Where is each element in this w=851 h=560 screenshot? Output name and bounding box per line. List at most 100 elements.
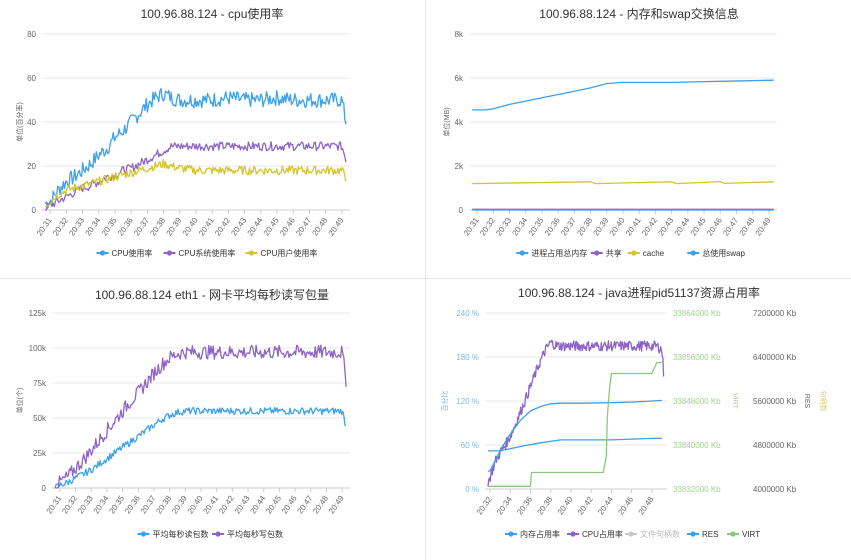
x-tick-label: 20:45 — [264, 494, 283, 516]
x-tick-label: 20:46 — [705, 216, 724, 238]
legend-icon-4-marker — [730, 531, 736, 537]
java-process-panel: 100.96.88.124 - java进程pid51137资源占用率 0 % 60… — [427, 281, 851, 559]
x-tick-label: 20:34 — [495, 495, 514, 517]
cpu-usage-chart: 100.96.88.124 - cpu使用率02040608020:3120:3… — [15, 6, 350, 258]
virt-y-tick-label: 33832000 Kb — [673, 485, 721, 494]
legend: CPU使用率 CPU系统使用率 CPU用户使用率 — [96, 248, 318, 258]
y-axis-title: 单位(MB) — [442, 107, 451, 136]
x-tick-label: 20:32 — [51, 216, 70, 238]
x-tick-label: 20:44 — [673, 216, 692, 238]
x-tick-label: 20:43 — [656, 216, 675, 238]
x-tick-label: 20:36 — [515, 495, 534, 517]
x-tick-label: 20:48 — [737, 216, 756, 238]
x-tick-label: 20:33 — [494, 216, 513, 238]
y-tick-label: 0 — [32, 206, 37, 215]
x-tick-label: 20:39 — [170, 494, 189, 516]
legend-icon-0-marker — [519, 250, 525, 256]
series-line-1 — [44, 141, 347, 211]
y-tick-label: 0 — [42, 484, 47, 493]
x-tick-label: 20:42 — [640, 216, 659, 238]
legend: 进程占用总内存 共享 cache 总使用swap — [516, 248, 745, 258]
left-y-tick-label: 120 % — [456, 397, 479, 406]
x-tick-label: 20:38 — [575, 216, 594, 238]
memory-swap-chart: 100.96.88.124 - 内存和swap交换信息 0 2k 4k 6k 8k 20:3… — [442, 6, 777, 258]
x-tick-label: 20:44 — [249, 494, 268, 516]
legend-icon-2-marker — [248, 250, 255, 256]
panel-divider-vertical — [425, 0, 426, 560]
legend-label-0: CPU使用率 — [112, 248, 153, 258]
x-tick-label: 20:35 — [100, 216, 119, 238]
series-line-0 — [44, 88, 347, 209]
x-tick-label: 20:42 — [213, 216, 232, 238]
x-tick-label: 20:48 — [311, 494, 330, 516]
series-line-1 — [487, 339, 665, 487]
series-line-2 — [45, 159, 347, 208]
legend-label-3: 总使用swap — [702, 248, 745, 258]
x-tick-label: 20:34 — [511, 216, 530, 238]
x-tick-label: 20:39 — [165, 216, 184, 238]
y-tick-label: 8k — [455, 30, 464, 39]
y-tick-label: 75k — [33, 379, 47, 388]
legend-label-2: 文件句柄数 — [640, 529, 680, 539]
left-y-tick-label: 180 % — [456, 353, 479, 362]
x-tick-label: 20:35 — [107, 494, 126, 516]
chart-title: 100.96.88.124 - 内存和swap交换信息 — [539, 6, 738, 21]
y-tick-label: 4k — [455, 118, 464, 127]
x-tick-label: 20:46 — [280, 494, 299, 516]
y-tick-label: 6k — [455, 74, 464, 83]
x-tick-label: 20:48 — [637, 495, 656, 517]
x-tick-label: 20:36 — [116, 216, 135, 238]
legend-label-1: CPU系统使用率 — [179, 248, 236, 258]
res-y-tick-label: 5600000 Kb — [753, 397, 797, 406]
x-tick-label: 20:49 — [754, 216, 773, 238]
left-y-tick-label: 240 % — [456, 309, 479, 318]
x-tick-label: 20:31 — [45, 494, 64, 516]
series-line-0 — [488, 437, 662, 452]
fd-axis-title: 句柄数 — [819, 391, 828, 412]
y-tick-label: 100k — [29, 344, 47, 353]
x-tick-label: 20:46 — [616, 495, 635, 517]
x-tick-label: 20:31 — [35, 216, 54, 238]
x-tick-label: 20:42 — [576, 495, 595, 517]
x-tick-label: 20:41 — [201, 494, 220, 516]
network-packets-chart: 100.96.88.124 eth1 - 网卡平均每秒读写包量 0 25k 50k 75… — [15, 287, 350, 539]
x-tick-label: 20:45 — [262, 216, 281, 238]
x-tick-label: 20:36 — [543, 216, 562, 238]
y-tick-label: 0 — [459, 206, 464, 215]
res-y-tick-label: 6400000 Kb — [753, 353, 797, 362]
legend-label-4: VIRT — [742, 530, 760, 539]
left-y-tick-label: 60 % — [461, 441, 479, 450]
chart-title: 100.96.88.124 - cpu使用率 — [141, 6, 284, 21]
legend-label-2: CPU用户使用率 — [261, 248, 318, 258]
panel-divider-horizontal — [0, 278, 851, 279]
y-tick-label: 40 — [27, 118, 36, 127]
x-tick-label: 20:47 — [296, 494, 315, 516]
y-tick-label: 2k — [455, 162, 464, 171]
legend: 平均每秒读包数 平均每秒写包数 — [137, 529, 283, 539]
legend-label-0: 平均每秒读包数 — [153, 529, 209, 539]
x-tick-label: 20:37 — [132, 216, 151, 238]
left-y-tick-label: 0 % — [465, 485, 479, 494]
x-tick-label: 20:47 — [721, 216, 740, 238]
legend-icon-1-marker — [166, 250, 173, 256]
x-tick-label: 20:46 — [278, 216, 297, 238]
x-tick-label: 20:34 — [92, 494, 111, 516]
left-axis-title: 百分比 — [440, 391, 449, 412]
virt-axis-title: VIRT — [731, 393, 738, 410]
x-tick-label: 20:49 — [327, 494, 346, 516]
chart-title: 100.96.88.124 - java进程pid51137资源占用率 — [518, 285, 760, 300]
x-tick-label: 20:33 — [67, 216, 86, 238]
x-tick-label: 20:48 — [310, 216, 329, 238]
series-line-0 — [472, 79, 774, 111]
y-tick-label: 80 — [27, 30, 36, 39]
x-tick-label: 20:43 — [233, 494, 252, 516]
x-tick-label: 20:33 — [76, 494, 95, 516]
memory-swap-panel: 100.96.88.124 - 内存和swap交换信息 0 2k 4k 6k 8k 20:3… — [427, 0, 851, 278]
legend-icon-0-marker — [140, 531, 147, 537]
x-tick-label: 20:43 — [229, 216, 248, 238]
res-y-tick-label: 4000000 Kb — [753, 485, 797, 494]
x-tick-label: 20:38 — [148, 216, 167, 238]
legend-icon-2-marker — [628, 531, 634, 537]
series-line-0 — [54, 406, 347, 489]
x-tick-label: 20:37 — [139, 494, 158, 516]
